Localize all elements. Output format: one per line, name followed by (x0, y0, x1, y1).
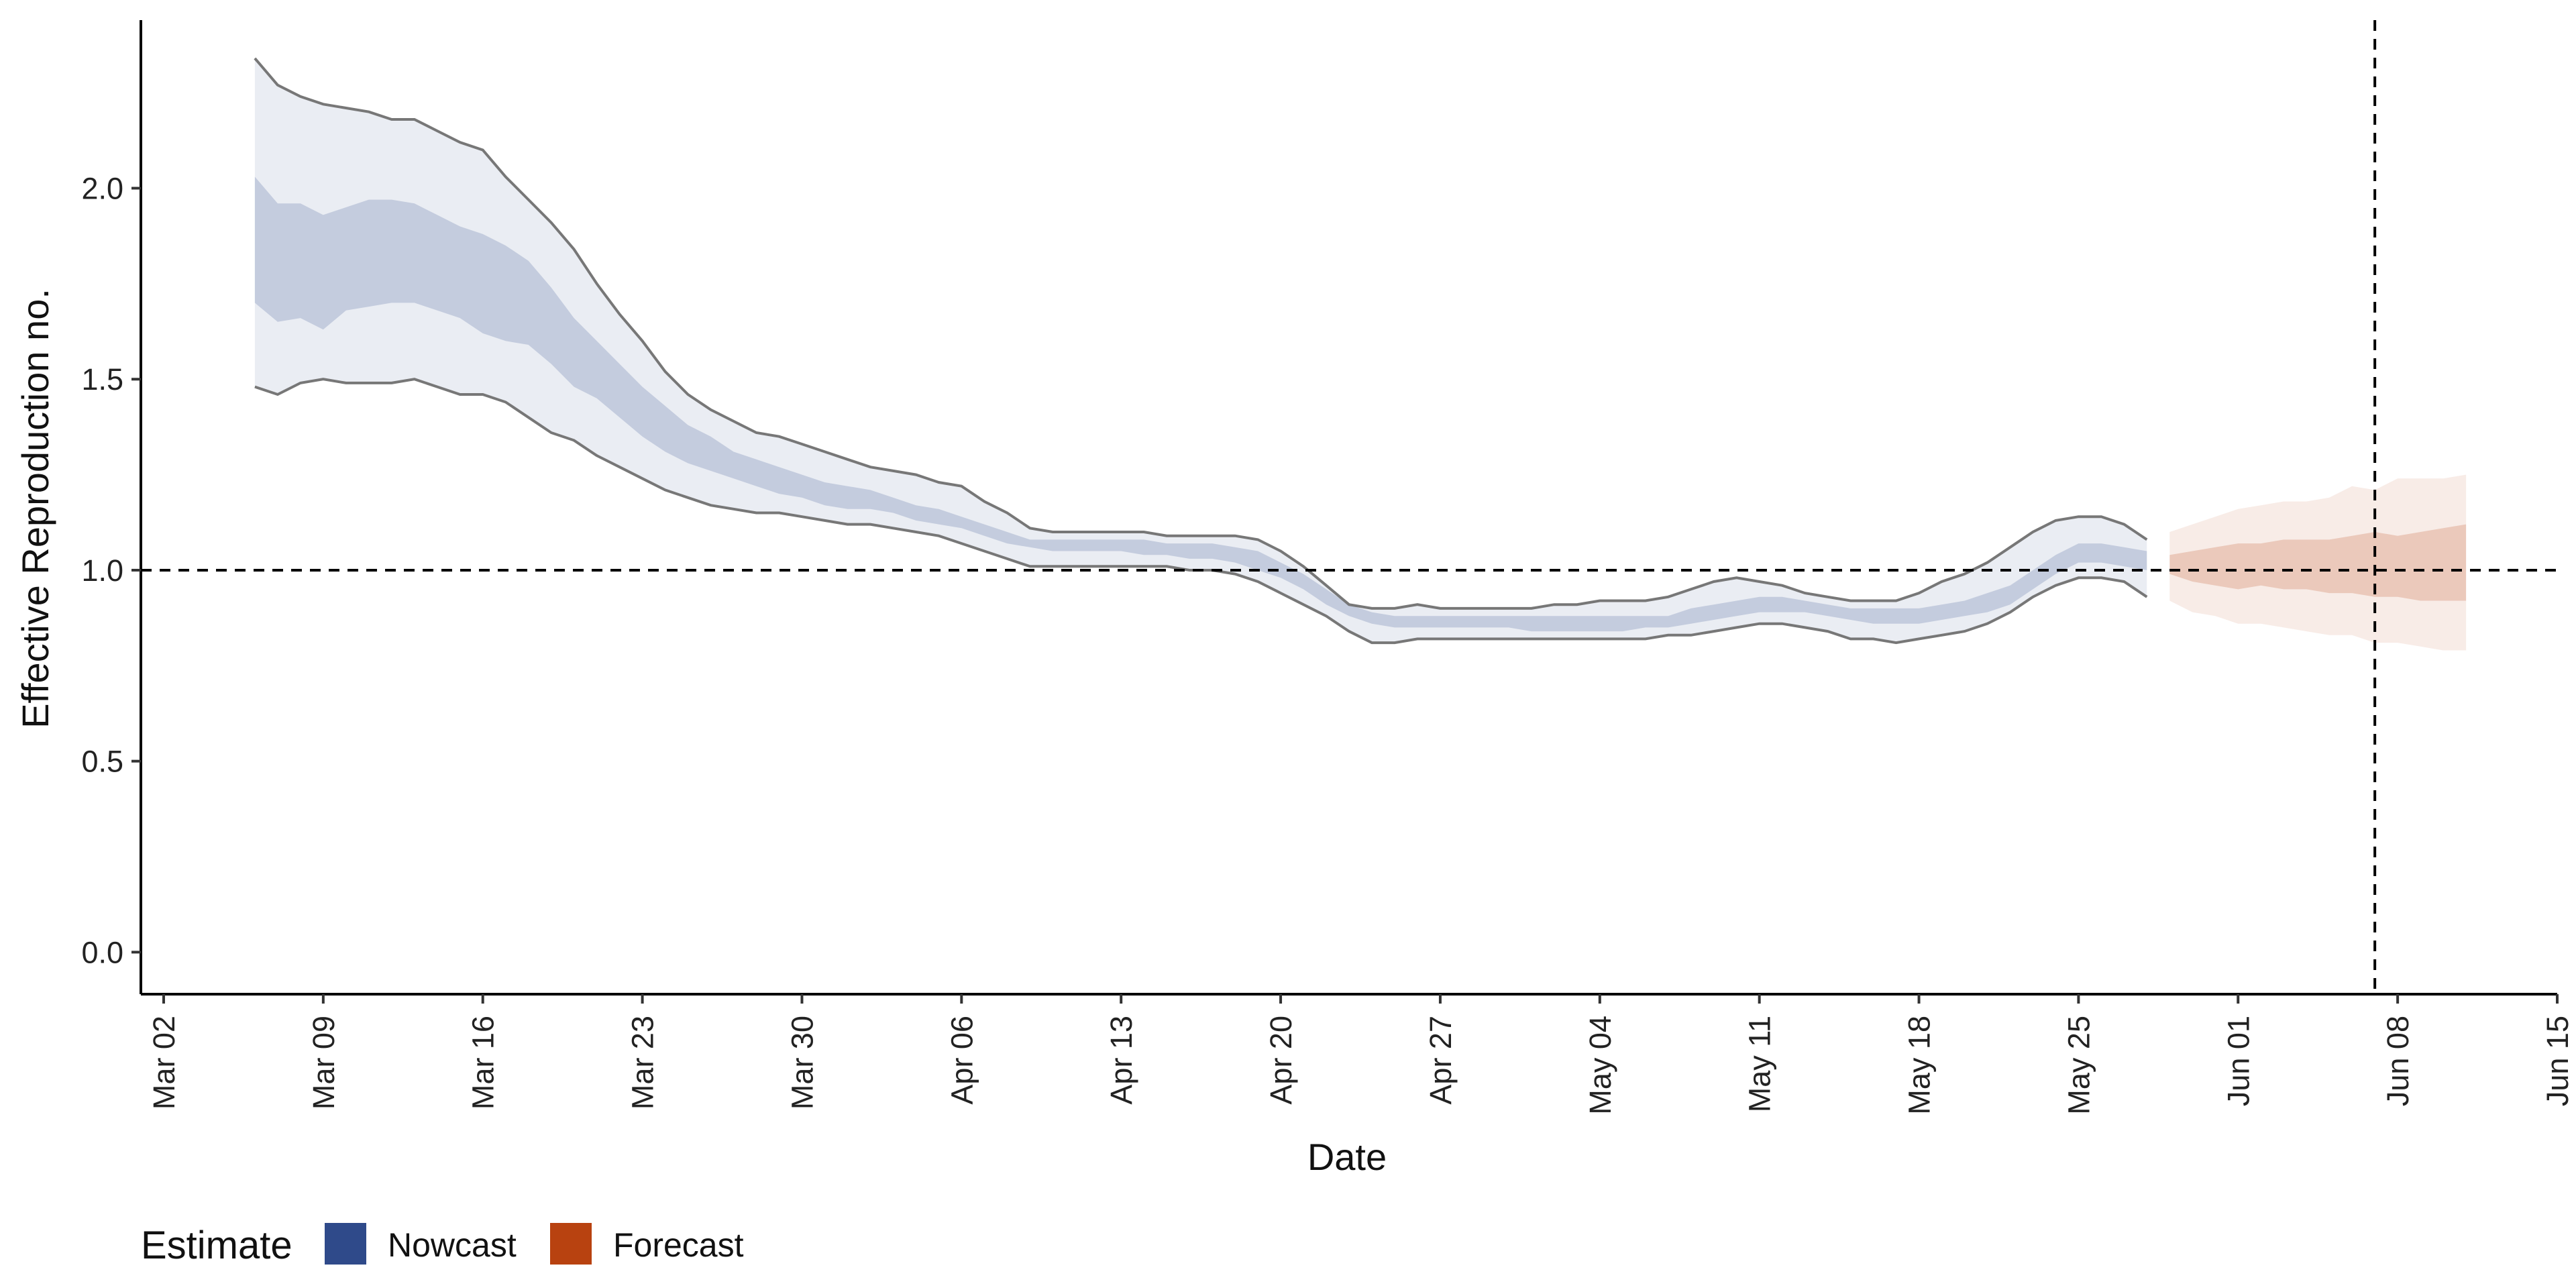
estimate-bands (254, 57, 2467, 651)
y-tick-label: 1.0 (81, 553, 123, 588)
x-tick-label: May 18 (1902, 1016, 1937, 1115)
x-tick-label: Jun 15 (2540, 1016, 2575, 1106)
x-tick-label: Apr 13 (1104, 1016, 1138, 1105)
x-tick-label: Mar 30 (786, 1016, 820, 1110)
x-tick-label: Jun 08 (2381, 1016, 2415, 1106)
legend-swatch-nowcast (325, 1223, 366, 1265)
reference-lines (141, 20, 2557, 994)
x-tick-label: Jun 01 (2221, 1016, 2255, 1106)
y-tick-label: 0.0 (81, 935, 123, 969)
x-tick-label: Apr 20 (1264, 1016, 1298, 1105)
x-tick-label: Mar 02 (147, 1016, 181, 1110)
x-tick-label: Mar 09 (307, 1016, 341, 1110)
forecast-band-50 (2169, 524, 2467, 601)
legend-label-nowcast: Nowcast (388, 1226, 517, 1264)
x-tick-label: May 11 (1743, 1016, 1777, 1112)
x-tick-label: Apr 06 (945, 1016, 979, 1105)
nowcast-band-90 (254, 58, 2147, 643)
nowcast-band-50 (254, 176, 2147, 632)
legend-label-forecast: Forecast (613, 1226, 744, 1264)
x-tick-label: May 25 (2061, 1016, 2096, 1115)
y-tick-label: 1.5 (81, 362, 123, 396)
legend-title: Estimate (141, 1224, 292, 1267)
nowcast-upper-line (254, 57, 2148, 610)
x-tick-label: Mar 16 (466, 1016, 500, 1110)
x-tick-label: Mar 23 (626, 1016, 660, 1110)
y-tick-label: 2.0 (81, 172, 123, 206)
axes: 0.0 0.5 1.0 1.5 2.0 Mar 02 Mar 09 Mar 16 Mar 23 M… (81, 20, 2575, 1115)
x-axis-title: Date (1307, 1136, 1387, 1178)
y-axis-title: Effective Reproduction no. (14, 288, 56, 729)
forecast-band-90 (2169, 474, 2467, 651)
y-tick-label: 0.5 (81, 745, 123, 779)
x-tick-label: Apr 27 (1424, 1016, 1458, 1105)
x-tick-label: May 04 (1583, 1016, 1617, 1115)
legend: Estimate Nowcast Forecast (141, 1223, 744, 1267)
legend-swatch-forecast (550, 1223, 592, 1265)
